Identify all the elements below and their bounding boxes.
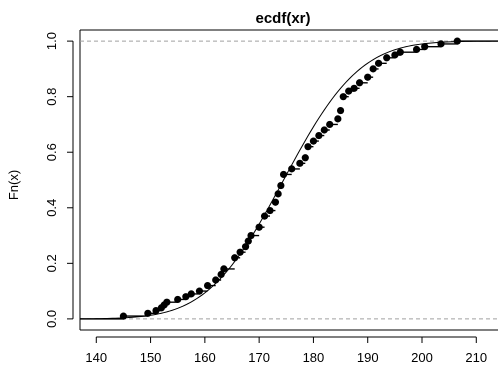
data-point: [182, 293, 190, 301]
data-point: [231, 254, 239, 262]
data-point: [301, 154, 309, 162]
data-point: [244, 237, 252, 245]
data-point: [334, 115, 342, 123]
y-tick-label: 0.0: [44, 310, 59, 328]
data-point: [203, 281, 212, 290]
data-point: [336, 106, 345, 115]
data-point: [195, 287, 204, 295]
ecdf-points: [119, 37, 461, 320]
data-point: [152, 306, 160, 315]
reference-lines: [80, 40, 498, 320]
data-point: [453, 37, 461, 45]
data-point: [315, 131, 323, 140]
data-point: [412, 45, 421, 54]
y-tick-label: 0.6: [44, 143, 59, 161]
data-point: [220, 265, 228, 273]
data-point: [421, 43, 429, 51]
data-point: [174, 295, 182, 304]
x-tick-label: 190: [357, 350, 379, 365]
data-point: [339, 93, 347, 101]
data-point: [296, 159, 304, 167]
data-point: [119, 312, 128, 320]
ecdf-step-line: [80, 40, 498, 320]
x-tick-label: 170: [248, 350, 270, 365]
smooth-cdf: [79, 40, 498, 320]
data-point: [309, 137, 318, 145]
data-point: [345, 87, 353, 95]
y-axis-label: Fn(x): [6, 170, 21, 200]
data-point: [255, 223, 263, 231]
data-point: [236, 248, 244, 256]
y-tick-label: 1.0: [44, 32, 59, 50]
data-point: [266, 206, 274, 215]
data-point: [241, 243, 250, 251]
data-point: [326, 120, 334, 129]
y-axis: 0.0 0.2 0.4 0.6 0.8 1.0: [44, 32, 74, 328]
data-point: [260, 212, 269, 220]
data-point: [304, 143, 312, 151]
data-point: [247, 231, 255, 240]
data-point: [217, 270, 225, 279]
data-point: [144, 309, 152, 317]
data-point: [277, 181, 285, 190]
data-point: [212, 276, 220, 284]
data-point: [271, 198, 280, 206]
x-axis: 140 150 160 170 180 190 200 210: [85, 336, 487, 365]
data-point: [355, 79, 364, 87]
data-point: [383, 54, 391, 62]
data-point: [396, 48, 404, 56]
data-point: [163, 298, 171, 306]
data-point: [364, 73, 372, 81]
chart-title: ecdf(xr): [255, 10, 310, 27]
data-point: [374, 59, 383, 67]
data-point: [437, 40, 445, 48]
y-tick-label: 0.8: [44, 88, 59, 106]
x-tick-label: 210: [465, 350, 487, 365]
data-point: [288, 165, 296, 173]
y-tick-label: 0.2: [44, 254, 59, 272]
data-point: [391, 51, 399, 59]
y-tick-label: 0.4: [44, 199, 59, 217]
x-tick-label: 150: [140, 350, 162, 365]
x-tick-label: 180: [303, 350, 325, 365]
data-point: [279, 170, 288, 179]
data-point: [187, 290, 195, 298]
smooth-cdf-curve: [79, 40, 498, 320]
x-tick-label: 200: [411, 350, 433, 365]
data-point: [369, 65, 377, 73]
data-point: [320, 126, 328, 134]
x-tick-label: 140: [85, 350, 107, 365]
x-tick-label: 160: [194, 350, 216, 365]
ecdf-steps: [80, 40, 498, 320]
data-point: [274, 190, 282, 198]
data-point: [350, 84, 358, 92]
